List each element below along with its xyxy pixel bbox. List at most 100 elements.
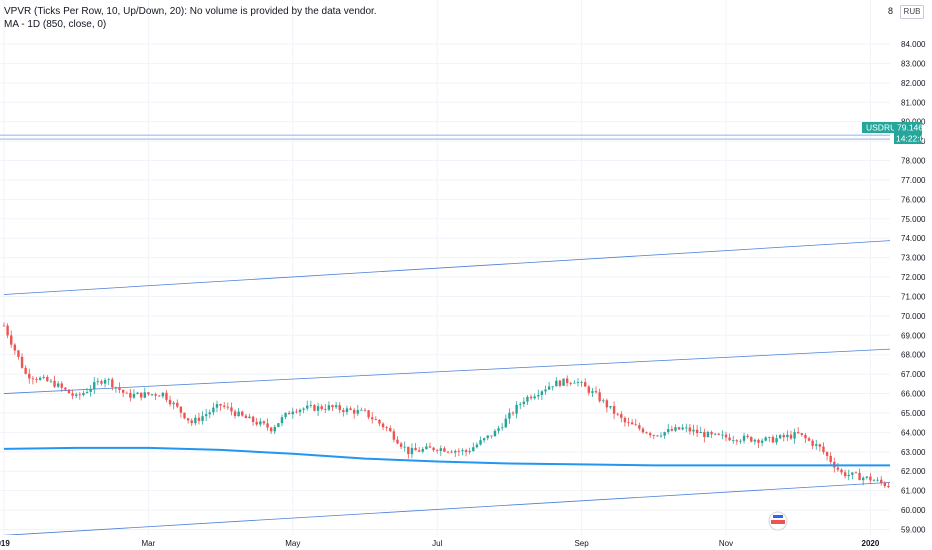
candle-body [692,429,695,432]
y-tick-label: 82.000 [901,79,926,88]
candle-body [334,405,338,408]
candle-body [468,451,471,453]
candle-body [768,436,771,438]
price-badge-value: 79.146 [897,123,923,133]
candle-body [439,448,443,451]
candle-body [176,402,179,407]
candle-body [248,416,251,419]
candle-body [194,417,197,424]
candle-body [504,418,507,428]
candle-body [363,409,367,411]
candle-body [385,427,388,429]
candle-body [291,411,294,415]
y-tick-label: 68.000 [901,351,926,360]
candle-body [612,406,616,414]
candle-body [96,381,100,383]
candle-body [158,395,161,397]
candle-body [103,379,107,384]
candle-body [472,447,475,452]
candle-body [219,404,222,406]
candle-body [46,376,49,382]
candle-body [587,386,591,393]
x-tick-label: Nov [719,539,733,548]
currency-label[interactable]: RUB [900,5,924,19]
candle-body [392,431,396,440]
candle-body [407,446,410,455]
candle-body [183,412,186,419]
candle-body [277,423,280,427]
candle-body [638,425,641,429]
candle-body [212,407,215,413]
trendlines[interactable] [3,15,932,536]
candle-body [399,443,403,447]
candle-body [331,405,334,408]
ma-legend[interactable]: MA - 1D (850, close, 0) [4,19,107,30]
candle-body [298,409,302,413]
time-axis-bg [0,535,932,550]
candle-body [674,427,677,431]
candle-body [750,436,753,442]
candle-body [475,444,479,448]
x-tick-label: Sep [574,539,589,548]
price-badge [894,122,922,133]
horizontal-price-lines [0,134,890,140]
candle-body [71,393,74,396]
candle-body [208,412,211,415]
candle-body [630,422,634,425]
candle-body [273,426,276,432]
candle-body [255,421,258,425]
candle-body [843,472,847,477]
candle-body [2,325,6,327]
candle-body [266,423,269,428]
candle-body [186,418,190,421]
candle-body [313,405,316,411]
grid-lines [0,0,890,535]
candle-body [461,450,464,452]
candle-body [287,412,291,415]
candle-body [667,429,670,433]
candle-body [338,405,341,411]
candle-body [659,435,663,437]
candle-body [150,394,154,396]
candle-body [641,428,645,433]
price-axis-top-label: 8 [888,6,894,16]
candle-body [688,427,692,432]
time-axis[interactable]: 2019MarMayJulSepNov2020MarMayJulSepNovDe… [0,535,932,550]
candle-body [237,411,240,417]
candle-body [349,408,352,410]
candle-body [602,400,605,402]
candle-body [244,415,248,419]
candle-body [352,409,356,414]
candle-body [699,431,702,434]
candle-body [464,450,468,453]
candle-body [605,400,609,408]
candle-body [49,380,53,382]
vpvr-legend[interactable]: VPVR (Ticks Per Row, 10, Up/Down, 20): N… [4,6,377,17]
y-tick-label: 76.000 [901,195,926,204]
candle-body [663,432,666,436]
candle-body [490,435,493,437]
candle-body [316,406,320,411]
candle-body [345,408,349,413]
candle-body [56,383,60,387]
candle-body [670,429,674,431]
price-axis[interactable]: 59.000 60.000 61.000 62.000 63.000 64.000 65.0… [890,0,932,550]
candle-body [60,383,63,388]
candle-body [107,379,110,381]
candle-body [713,433,717,435]
candle-body [179,406,183,413]
candle-body [121,389,125,393]
candle-body [757,439,760,443]
x-tick-label: Mar [142,539,156,548]
candle-body [6,325,9,336]
candle-body [515,404,518,414]
candle-body [648,433,652,436]
candle-body [782,435,785,438]
candle-body [500,427,504,429]
candle-body [569,383,572,384]
candle-body [591,391,594,393]
candle-body [800,433,804,435]
candle-body [840,469,843,473]
candle-body [818,444,822,447]
